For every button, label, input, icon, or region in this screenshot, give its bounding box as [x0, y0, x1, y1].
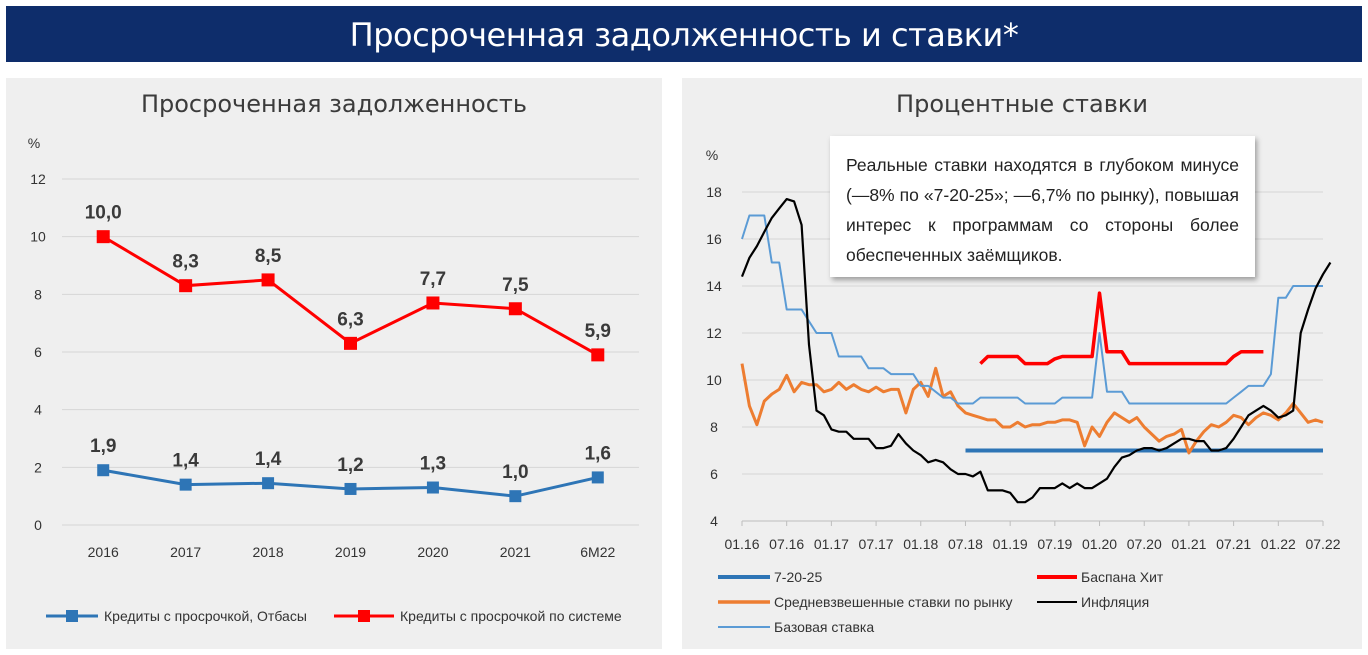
- header-banner: Просроченная задолженность и ставки*: [6, 6, 1362, 62]
- data-point: [96, 230, 110, 244]
- y-tick-label: 12: [30, 171, 46, 187]
- y-tick-label: 16: [706, 231, 722, 247]
- series-line: [740, 363, 1324, 455]
- data-point: [262, 477, 275, 490]
- data-point: [509, 490, 522, 503]
- y-tick-label: 10: [706, 372, 722, 388]
- y-tick-label: 10: [30, 229, 46, 245]
- y-tick-label: 4: [34, 402, 42, 418]
- data-label: 8,5: [255, 246, 282, 267]
- x-tick-label: 2018: [252, 544, 283, 560]
- callout-text: Реальные ставки находятся в глубоком мин…: [846, 155, 1239, 265]
- series-line: [740, 197, 1332, 504]
- legend-label: Баспана Хит: [1081, 569, 1164, 585]
- overdue-debt-title: Просроченная задолженность: [140, 90, 528, 118]
- legend-label: Инфляция: [1081, 594, 1149, 610]
- legend-label: Базовая ставка: [774, 619, 874, 635]
- data-label: 1,2: [337, 455, 363, 476]
- x-tick-label: 2021: [500, 544, 531, 560]
- data-point: [261, 273, 275, 287]
- x-tick-label: 07.19: [1037, 536, 1072, 552]
- data-point: [426, 481, 439, 494]
- x-tick-label: 2019: [335, 544, 366, 560]
- x-tick-label: 01.19: [993, 536, 1028, 552]
- x-tick-label: 01.17: [814, 536, 849, 552]
- data-label: 10,0: [85, 203, 122, 224]
- interest-rates-title: Процентные ставки: [896, 90, 1148, 118]
- overdue-debt-chart: % 0 2 4 6 8 10 12 2016 2017 2018 2019 2020 2021 6M22 1,…: [28, 135, 639, 624]
- page-title: Просроченная задолженность и ставки*: [349, 16, 1019, 54]
- series-line: [979, 291, 1264, 366]
- data-point: [591, 471, 604, 484]
- x-tick-label: 01.16: [724, 536, 759, 552]
- x-tick-label: 07.21: [1216, 536, 1251, 552]
- callout-box: Реальные ставки находятся в глубоком мин…: [830, 136, 1255, 277]
- y-tick-label: 8: [710, 419, 718, 435]
- legend-label: Средневзвешенные ставки по рынку: [774, 594, 1012, 610]
- y-unit-label: %: [28, 135, 40, 151]
- overdue-debt-panel: Просроченная задолженность % 0 2 4 6 8 10 12 201…: [6, 78, 662, 649]
- data-point: [344, 336, 357, 350]
- y-tick-label: 2: [34, 459, 42, 475]
- y-tick-label: 0: [34, 517, 42, 533]
- y-tick-label: 6: [710, 466, 718, 482]
- legend-marker: [66, 610, 78, 622]
- x-tick-label: 07.16: [769, 536, 804, 552]
- data-label: 5,9: [585, 321, 611, 342]
- x-tick-label: 01.20: [1082, 536, 1117, 552]
- series-line: [741, 214, 1323, 405]
- data-point: [426, 296, 440, 310]
- data-label: 1,3: [420, 454, 446, 475]
- data-label: 7,5: [502, 275, 529, 296]
- interest-rates-panel: Процентные ставки % 4 6 8 10 12 14 16 18 01.16 07.…: [682, 78, 1362, 649]
- data-label: 6,3: [337, 309, 363, 330]
- data-point: [508, 302, 522, 316]
- x-tick-label: 07.18: [948, 536, 983, 552]
- x-tick-label: 07.17: [859, 536, 894, 552]
- y-unit-label: %: [706, 147, 718, 163]
- legend-label: 7-20-25: [774, 569, 822, 585]
- y-tick-label: 12: [706, 325, 722, 341]
- x-tick-label: 2017: [170, 544, 201, 560]
- data-label: 1,4: [172, 451, 199, 472]
- data-point: [591, 348, 605, 362]
- data-point: [97, 464, 110, 477]
- x-tick-label: 6M22: [580, 544, 615, 560]
- data-point: [179, 478, 192, 491]
- data-label: 1,6: [585, 443, 611, 464]
- data-label: 1,9: [90, 436, 116, 457]
- y-tick-label: 14: [706, 278, 722, 294]
- data-label: 1,4: [255, 449, 282, 470]
- legend-label: Кредиты с просрочкой по системе: [400, 608, 622, 624]
- x-tick-label: 01.22: [1261, 536, 1296, 552]
- y-tick-label: 6: [34, 344, 42, 360]
- legend-marker: [358, 610, 370, 622]
- data-point: [179, 279, 193, 293]
- x-tick-label: 07.20: [1127, 536, 1162, 552]
- x-tick-label: 01.21: [1171, 536, 1206, 552]
- x-tick-label: 01.18: [903, 536, 938, 552]
- x-tick-label: 2016: [88, 544, 119, 560]
- data-point: [344, 482, 357, 495]
- data-label: 8,3: [172, 252, 198, 273]
- y-tick-label: 8: [34, 286, 42, 302]
- y-tick-label: 4: [710, 513, 718, 529]
- y-tick-label: 18: [706, 184, 722, 200]
- x-tick-label: 2020: [417, 544, 448, 560]
- legend-label: Кредиты с просрочкой, Отбасы: [104, 608, 307, 624]
- x-tick-label: 07.22: [1305, 536, 1340, 552]
- data-label: 7,7: [420, 269, 446, 290]
- interest-rates-chart: % 4 6 8 10 12 14 16 18 01.16 07.16 01.17 07.17 01.18 0…: [706, 147, 1341, 635]
- data-label: 1,0: [502, 462, 528, 483]
